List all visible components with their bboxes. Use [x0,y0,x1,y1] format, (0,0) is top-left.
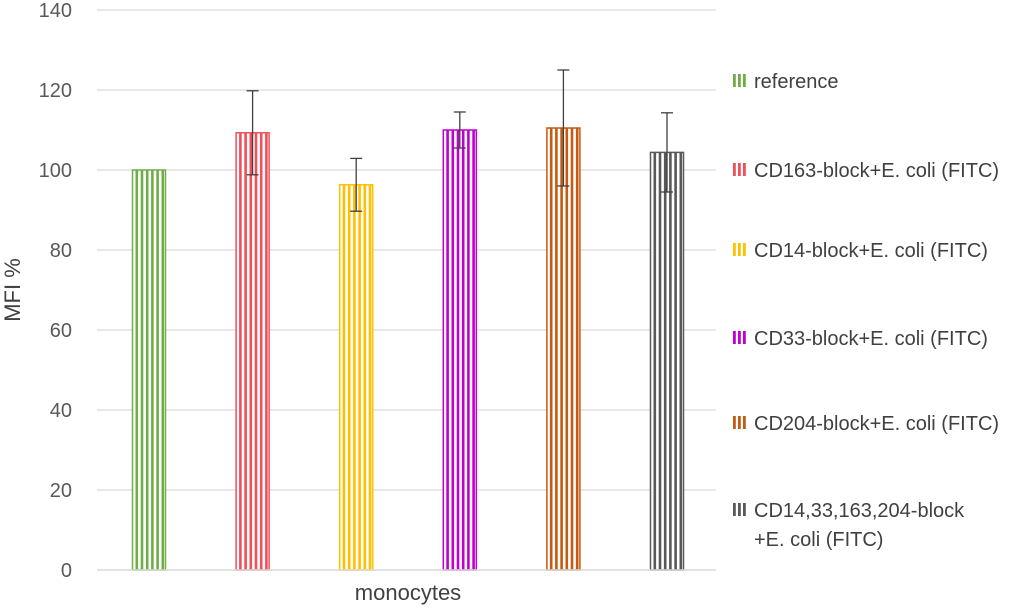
bar-stripe [265,132,268,571]
bar-stripe [254,132,258,571]
legend-label: CD204-block+E. coli (FITC) [754,413,999,435]
bar-stripe [472,130,475,570]
legend-swatch [733,503,746,516]
bar-stripe [549,128,553,570]
y-tick-label: 80 [50,240,72,262]
bar-stripe [363,184,367,571]
y-tick-label: 100 [39,160,72,182]
bar-stripe [161,170,165,570]
bar [546,127,581,571]
bar [442,129,478,571]
bar [338,184,374,571]
legend-swatch [733,243,746,256]
bars [131,127,685,571]
legend-label: reference [754,71,839,93]
bar-stripe [461,130,465,570]
bar-stripe [368,184,372,571]
bar-stripe [151,170,154,570]
bar-stripe [259,132,263,571]
bar-stripe [249,132,253,571]
legend-label: CD14-block+E. coli (FITC) [754,240,988,262]
error-bar [557,69,570,187]
y-tick-label: 40 [50,400,72,422]
y-axis-label: MFI % [0,258,25,322]
legend-item[interactable]: reference [733,71,839,93]
bar-stripe [653,152,657,570]
legend-label: CD163-block+E. coli (FITC) [754,160,999,182]
y-axis-ticks: 0 20 40 60 80 100 120 140 [39,0,72,582]
legend-swatch [733,416,746,429]
legend-item[interactable]: CD33-block+E. coli (FITC) [733,328,988,350]
legend-label: +E. coli (FITC) [754,529,883,551]
bar-stripe [560,128,563,570]
bar-stripe [156,170,159,570]
bar-stripe [446,130,449,570]
y-tick-label: 20 [50,480,72,502]
error-bars [246,69,673,212]
bar-stripe [140,170,144,570]
gridlines [97,9,716,491]
bar-stripe [658,152,662,570]
bar-stripe [145,170,149,570]
error-bar [246,90,259,176]
bar-stripe [669,152,672,570]
legend-label: CD33-block+E. coli (FITC) [754,328,988,350]
bar-stripe [679,152,683,570]
error-bar [350,157,363,212]
legend-item[interactable]: CD163-block+E. coli (FITC) [733,160,999,182]
legend-item[interactable]: CD14-block+E. coli (FITC) [733,240,988,262]
legend-swatch [733,331,746,344]
legend[interactable]: reference CD163-block+E. coli (FITC) CD14-… [733,71,999,551]
legend-item[interactable]: CD204-block+E. coli (FITC) [733,413,999,435]
bar-stripe [570,128,574,570]
bar-stripe [358,184,361,571]
bar-stripe [342,184,346,571]
y-tick-label: 0 [61,560,72,582]
y-tick-label: 140 [39,0,72,22]
bar-stripe [456,130,460,570]
y-tick-label: 120 [39,80,72,102]
legend-item[interactable]: CD14,33,163,204-block +E. coli (FITC) [733,500,965,551]
bar [235,132,270,571]
bar-stripe [663,152,667,570]
bar-stripe [244,132,247,571]
bar-stripe [674,152,677,570]
bar-stripe [353,184,356,571]
legend-swatch [733,163,746,176]
bar-stripe [347,184,351,571]
legend-swatch [733,74,746,87]
bar-stripe [135,170,139,570]
error-bar [453,111,466,149]
bar-stripe [565,128,569,570]
bar-stripe [575,128,579,570]
bar [649,151,685,571]
bar-stripe [451,130,455,570]
y-tick-label: 60 [50,320,72,342]
error-bar [661,112,673,193]
legend-label: CD14,33,163,204-block [754,500,965,522]
bar [131,169,167,571]
x-category-label: monocytes [355,580,461,605]
bar-stripe [555,128,558,570]
bar-stripe [467,130,470,570]
bar-stripe [239,132,242,571]
